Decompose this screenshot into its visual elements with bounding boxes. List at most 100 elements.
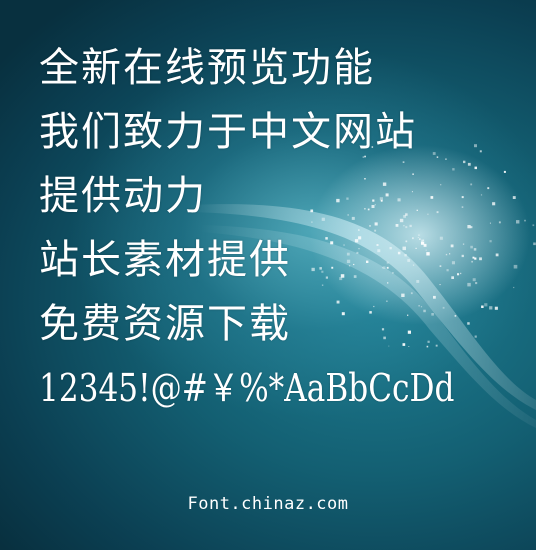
sparkle-particle [346, 197, 349, 200]
preview-line-3: 提供动力 [39, 173, 207, 219]
sparkle-particle [385, 193, 389, 197]
sparkle-particle [423, 309, 426, 313]
sparkle-particle [358, 248, 360, 250]
sparkle-particle [321, 284, 324, 286]
sparkle-particle [403, 215, 406, 218]
sparkle-particle [470, 245, 473, 249]
sparkle-particle [533, 242, 536, 246]
sparkle-particle [416, 209, 418, 211]
sparkle-particle [373, 305, 375, 308]
sparkle-particle [467, 282, 471, 287]
sparkle-particle [426, 252, 430, 256]
sparkle-particle [472, 256, 475, 259]
sparkle-particle [412, 264, 415, 266]
sparkle-particle [473, 248, 477, 251]
sparkle-particle [436, 156, 439, 158]
sparkle-particle [503, 170, 506, 173]
sparkle-particle [472, 278, 476, 282]
sparkle-particle [479, 150, 482, 153]
sparkle-particle [415, 247, 417, 249]
sparkle-particle [325, 276, 328, 279]
sparkle-particle [516, 220, 520, 224]
sparkle-particle [346, 252, 350, 256]
sparkle-particle [471, 260, 473, 263]
preview-line-5: 免费资源下载 [39, 301, 291, 347]
sparkle-particle [311, 267, 315, 272]
preview-line-2: 我们致力于中文网站 [39, 109, 417, 155]
sparkle-particle [440, 184, 442, 186]
sparkle-particle [454, 315, 457, 317]
sparkle-particle [401, 293, 405, 297]
sparkle-particle [480, 194, 483, 196]
sparkle-cloud [310, 145, 530, 325]
sparkle-particle [402, 343, 406, 346]
sparkle-particle [452, 168, 455, 171]
sparkle-particle [513, 264, 518, 269]
sparkle-particle [336, 198, 340, 203]
sparkle-particle [319, 267, 322, 270]
sparkle-particle [371, 146, 374, 148]
sparkle-particle [336, 300, 340, 304]
site-url: Font.chinaz.com [187, 494, 349, 514]
sparkle-particle [474, 166, 477, 170]
preview-line-sample: 12345!@#￥%*AaBbCcDd [39, 366, 455, 410]
sparkle-particle [467, 225, 471, 229]
sparkle-particle [439, 265, 442, 267]
sparkle-particle [467, 162, 471, 166]
sparkle-particle [425, 249, 427, 251]
preview-text-block: 全新在线预览功能 我们致力于中文网站 提供动力 站长素材提供 免费资源下载 12… [39, 48, 536, 432]
sparkle-particle [403, 225, 405, 227]
sparkle-particle [381, 267, 383, 269]
sparkle-particle [383, 336, 386, 340]
sparkle-particle [395, 224, 399, 227]
sparkle-particle [407, 330, 411, 334]
sparkle-particle [487, 187, 490, 190]
sparkle-particle [513, 286, 515, 289]
sparkle-particle [392, 272, 394, 274]
sparkle-particles [310, 142, 536, 348]
sparkle-particle [445, 158, 447, 160]
sparkle-particle [432, 152, 436, 155]
sparkle-particle [474, 335, 477, 338]
sparkle-particle [349, 265, 351, 267]
sparkle-particle [407, 259, 411, 262]
sparkle-particle [405, 213, 408, 216]
sparkle-particle [397, 251, 401, 255]
sparkle-particle [396, 142, 398, 145]
sparkle-particle [449, 253, 451, 255]
sparkle-particle [321, 270, 324, 273]
sparkle-particle [421, 239, 424, 242]
sparkle-particle [467, 322, 470, 325]
sparkle-particle [379, 197, 383, 201]
sparkle-particle [512, 196, 516, 199]
sparkle-particle [340, 274, 345, 278]
sparkle-particle [470, 183, 473, 186]
sparkle-particle [402, 161, 405, 163]
sparkle-particle [419, 238, 421, 240]
sparkle-particle [410, 292, 413, 295]
sparkle-particle [498, 221, 501, 224]
sparkle-particle [321, 217, 325, 221]
sparkle-particle [386, 266, 389, 269]
sparkle-particle [377, 249, 381, 253]
sparkle-particle [524, 219, 526, 222]
sparkle-particle [431, 313, 434, 316]
sparkle-particle [356, 251, 359, 254]
sparkle-particle [418, 234, 420, 236]
sparkle-particle [451, 261, 455, 265]
sparkle-particle [481, 305, 484, 308]
sparkle-particle [446, 269, 449, 272]
sparkle-particle [460, 272, 462, 275]
sparkle-particle [374, 229, 377, 232]
sparkle-particle [430, 196, 434, 199]
sparkle-particle [461, 196, 464, 199]
sparkle-particle [372, 199, 375, 202]
sparkle-particle [311, 221, 313, 223]
sparkle-particle [353, 263, 355, 266]
sparkle-particle [474, 144, 477, 148]
sparkle-particle [442, 306, 445, 309]
sparkle-particle [462, 243, 465, 245]
sparkle-particle [451, 276, 454, 279]
sparkle-particle [380, 199, 383, 202]
